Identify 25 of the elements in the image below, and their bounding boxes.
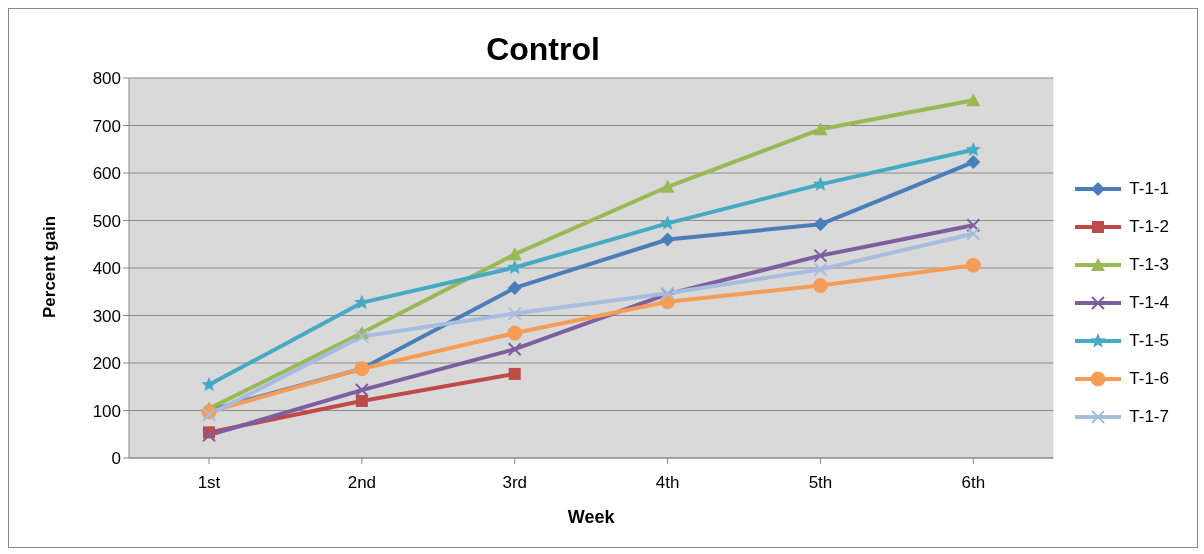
y-tick-label: 100 xyxy=(92,401,121,421)
legend-label: T-1-3 xyxy=(1129,255,1169,275)
y-tick-label: 700 xyxy=(92,116,121,136)
x-tick-label: 5th xyxy=(808,473,833,493)
legend-label: T-1-2 xyxy=(1129,217,1169,237)
x-tick-label: 3rd xyxy=(502,473,528,493)
x-axis-title: Week xyxy=(567,507,616,527)
x-tick-label: 6th xyxy=(961,473,986,493)
chart-title: Control xyxy=(485,31,601,68)
y-axis-title: Percent gain xyxy=(40,215,60,318)
legend-label: T-1-6 xyxy=(1129,369,1169,389)
legend-label: T-1-7 xyxy=(1129,407,1169,427)
legend-label: T-1-5 xyxy=(1129,331,1169,351)
x-tick-label: 1st xyxy=(197,473,221,493)
y-tick-label: 300 xyxy=(92,306,121,326)
y-tick-label: 400 xyxy=(92,259,121,279)
y-tick-label: 600 xyxy=(92,164,121,184)
y-tick-label: 0 xyxy=(111,449,121,469)
legend-label: T-1-4 xyxy=(1129,293,1169,313)
y-tick-label: 800 xyxy=(92,69,121,89)
x-tick-label: 4th xyxy=(655,473,680,493)
y-tick-label: 200 xyxy=(92,354,121,374)
y-tick-label: 500 xyxy=(92,211,121,231)
x-tick-label: 2nd xyxy=(347,473,377,493)
legend-label: T-1-1 xyxy=(1129,179,1169,199)
